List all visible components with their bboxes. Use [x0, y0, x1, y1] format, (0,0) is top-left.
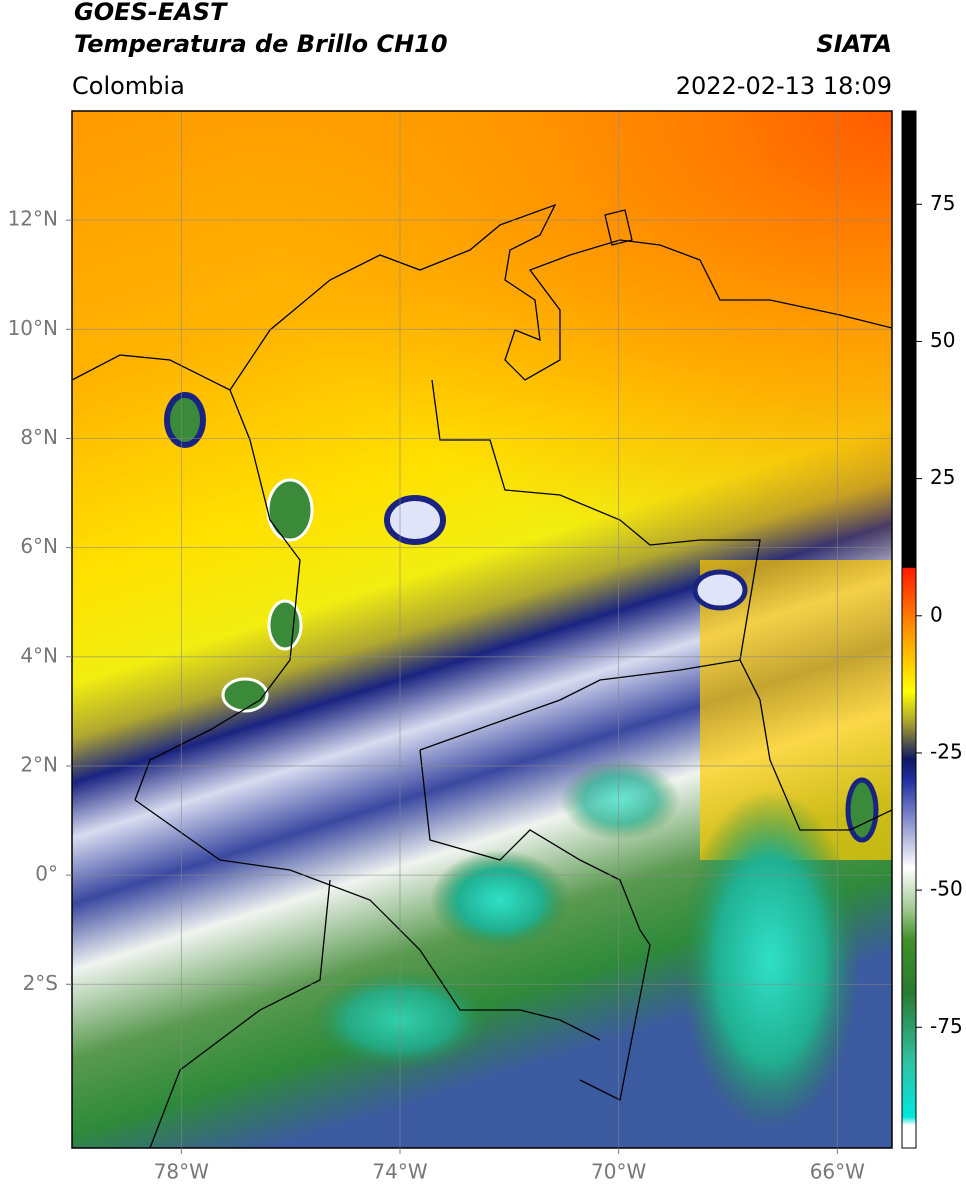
y-tick-label: 12°N [8, 207, 58, 231]
border [431, 379, 892, 831]
border [419, 749, 651, 1101]
y-tick-label: 2°N [20, 752, 58, 776]
cloud [164, 392, 206, 448]
cloud [680, 790, 860, 1130]
boundaries [72, 203, 892, 1148]
coastline [72, 203, 892, 391]
y-tick-label: 6°N [20, 534, 58, 558]
cloud [692, 569, 748, 611]
cloud [267, 599, 303, 651]
border [134, 799, 601, 1041]
border [149, 879, 331, 1148]
colorbar-tick-label: 50 [930, 328, 955, 352]
x-tick-label: 70°W [591, 1160, 646, 1184]
y-tick-label: 10°N [8, 316, 58, 340]
colorbar-tick-label: 0 [930, 602, 943, 626]
border [419, 659, 741, 751]
colorbar [901, 110, 917, 1149]
imagery [72, 111, 892, 1148]
colorbar-tick-label: -25 [930, 739, 963, 763]
colorbar-tick-label: -75 [930, 1014, 963, 1038]
cloud [845, 777, 879, 843]
y-tick-label: 8°N [20, 425, 58, 449]
colorbar-tick-label: -50 [930, 877, 963, 901]
x-tick-label: 78°W [154, 1160, 209, 1184]
y-tick-label: 4°N [20, 643, 58, 667]
datetime: 2022-02-13 18:09 [676, 72, 892, 100]
x-tick-label: 74°W [372, 1160, 427, 1184]
map-frame [71, 110, 893, 1149]
region: Colombia [72, 72, 185, 100]
title: GOES-EAST [74, 0, 228, 26]
subtitle: Temperatura de Brillo CH10 [74, 30, 448, 58]
cloud [266, 478, 314, 542]
y-tick-label: 0° [35, 862, 58, 886]
cloud [221, 677, 269, 713]
cloud [384, 495, 446, 545]
x-tick-label: 66°W [810, 1160, 865, 1184]
y-tick-label: 2°S [23, 971, 58, 995]
coastline-pacific [134, 389, 301, 801]
cloud [430, 850, 570, 950]
colorbar-tick-label: 75 [930, 191, 955, 215]
cloud [560, 760, 680, 840]
colorbar-tick-label: 25 [930, 465, 955, 489]
source: SIATA [816, 30, 892, 58]
